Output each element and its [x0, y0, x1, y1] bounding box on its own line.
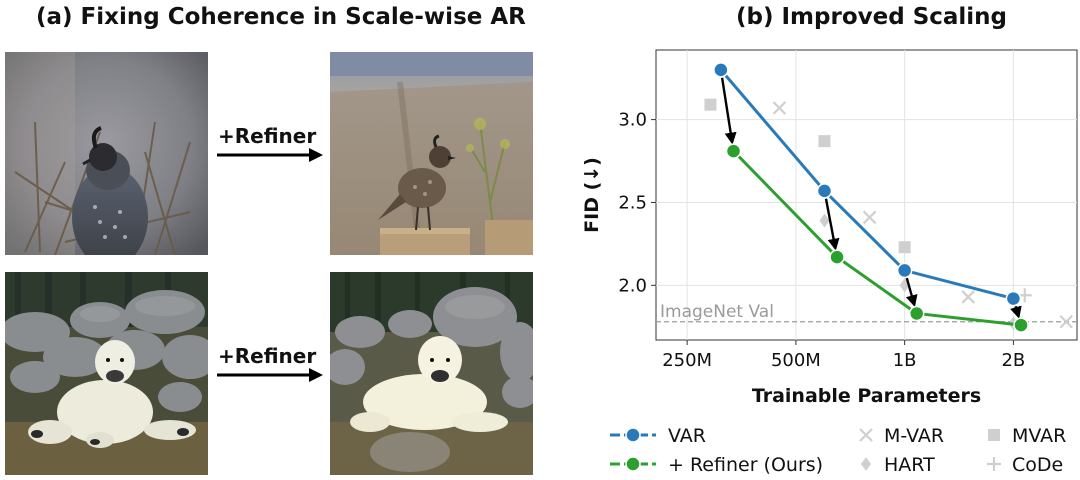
legend-square-swatch: [988, 429, 1000, 441]
legend-x-swatch: [859, 428, 873, 442]
point-var: [1005, 290, 1022, 307]
refiner-arrow-1: [217, 148, 323, 162]
improvement-arrow: [1010, 305, 1022, 319]
m-var-marker: [772, 101, 787, 115]
quail-after-image: [330, 52, 533, 255]
improvement-arrow: [824, 198, 840, 251]
m-var-marker-stroke: [1059, 314, 1073, 329]
point-refinerours: [829, 249, 845, 265]
hart-marker: [899, 278, 910, 293]
baseline-markers: [704, 98, 1073, 331]
series-points: [713, 62, 1029, 333]
m-var-marker-stroke: [862, 210, 877, 225]
x-tick-labels: 250M 500M 1B 2B: [662, 340, 1025, 371]
x-tick-label: 500M: [771, 350, 821, 371]
legend-label: M-VAR: [884, 425, 944, 447]
quail-before-image: [5, 52, 208, 255]
legend-label: HART: [884, 454, 935, 476]
point-refinerours: [1013, 317, 1029, 333]
panel-b-title: (b) Improved Scaling: [736, 4, 1008, 30]
y-tick-label: 2.0: [618, 275, 647, 296]
refiner-label-1: +Refiner: [218, 124, 317, 148]
legend-label: + Refiner (Ours): [668, 454, 823, 476]
legend-plus-swatch: [987, 457, 1001, 471]
y-tick-label: 3.0: [618, 110, 647, 131]
point-refinerours: [725, 143, 742, 159]
y-tick-labels: 2.0 2.5 3.0: [618, 110, 656, 296]
series-lines: [719, 68, 1022, 327]
point-var: [713, 62, 729, 78]
x-axis-label: Trainable Parameters: [752, 385, 981, 407]
series-line-refinerours: [732, 150, 1022, 327]
point-refinerours: [908, 305, 925, 322]
y-axis-label: FID (↓): [581, 157, 603, 233]
m-var-marker: [862, 210, 877, 225]
x-tick-label: 1B: [893, 350, 917, 371]
legend: VAR + Refiner (Ours) M-VAR HART MVAR CoDe: [610, 425, 1066, 476]
m-var-marker: [1059, 314, 1073, 329]
improvement-arrow: [905, 277, 918, 308]
scaling-chart: ImageNet Val 250M 500M 1B 2B 2.0 2.5 3.0 Trai…: [581, 49, 1078, 476]
improvement-arrow: [720, 77, 737, 145]
refiner-label-2: +Refiner: [218, 344, 317, 368]
legend-point-swatch: [625, 456, 641, 472]
series-line-var: [719, 68, 1014, 301]
panel-a-title: (a) Fixing Coherence in Scale-wise AR: [36, 4, 526, 30]
hart-marker: [819, 213, 830, 228]
polar-bear-before-image: [5, 272, 208, 475]
m-var-marker-stroke: [772, 101, 787, 115]
point-var: [896, 262, 913, 279]
imagenet-val-label: ImageNet Val: [660, 302, 774, 322]
mvar-marker: [898, 241, 911, 254]
point-var: [816, 183, 833, 199]
y-tick-label: 2.5: [618, 192, 647, 213]
x-tick-label: 2B: [1001, 350, 1025, 371]
mvar-marker: [704, 98, 717, 111]
mvar-marker: [818, 135, 831, 148]
legend-label: VAR: [668, 425, 706, 447]
legend-diamond-swatch: [861, 457, 871, 471]
m-var-marker-stroke: [961, 290, 976, 304]
improvement-arrows: [720, 77, 1022, 319]
legend-label: CoDe: [1012, 454, 1063, 476]
x-tick-label: 250M: [662, 350, 712, 371]
legend-label: MVAR: [1012, 425, 1066, 447]
polar-bear-after-image: [330, 272, 533, 475]
reference-line: ImageNet Val: [656, 302, 1077, 323]
refiner-arrow-2: [217, 368, 323, 382]
m-var-marker: [961, 290, 976, 304]
legend-point-swatch: [625, 427, 641, 443]
legend-x-swatch-stroke: [859, 428, 873, 442]
